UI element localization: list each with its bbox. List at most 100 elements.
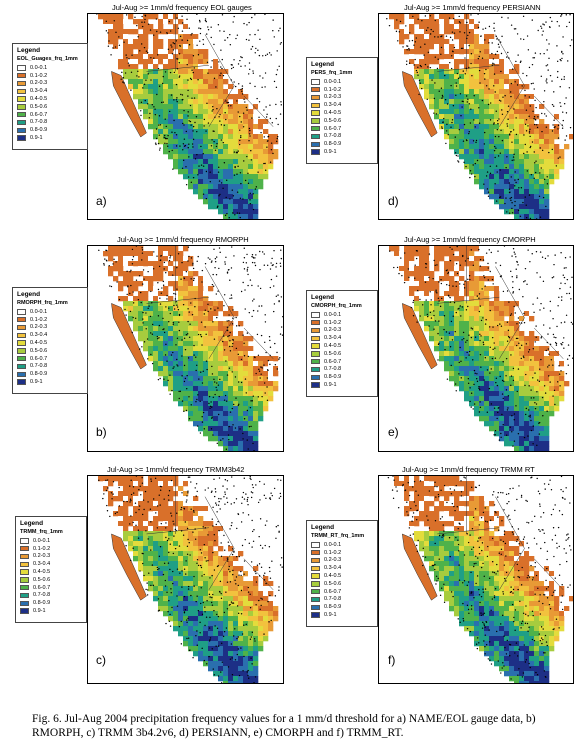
legend-label: 0.8-0.9 <box>324 374 342 381</box>
map-panel-c <box>87 475 284 684</box>
raster-cells <box>389 246 573 451</box>
legend-swatch <box>311 573 320 579</box>
legend-swatch <box>20 584 29 591</box>
legend-swatch <box>20 600 29 607</box>
legend-entry: 0.1-0.2 <box>311 549 373 557</box>
legend-entry: 0.1-0.2 <box>17 316 83 324</box>
legend-swatch <box>311 94 320 101</box>
legend-label: 0.7-0.8 <box>324 366 342 373</box>
precipitation-map-b <box>98 246 283 451</box>
legend-swatch <box>17 316 26 323</box>
legend-label: 0.7-0.8 <box>33 592 51 599</box>
legend-label: 0.6-0.7 <box>324 125 342 132</box>
gauge-stations <box>387 476 572 680</box>
panel-letter-d: d) <box>388 194 399 208</box>
legend-label: 0.8-0.9 <box>30 127 48 134</box>
legend-label: 0.9-1 <box>324 382 337 389</box>
legend-entry: 0.4-0.5 <box>311 572 373 580</box>
legend-entry: 0.2-0.3 <box>20 553 82 561</box>
legend-entry: 0.9-1 <box>311 148 373 156</box>
raster-cells <box>103 246 283 451</box>
baja-peninsula <box>111 70 147 138</box>
legend-label: 0.2-0.3 <box>33 553 51 560</box>
precipitation-map-f <box>387 476 573 683</box>
legend-entry: 0.0-0.1 <box>311 541 373 549</box>
legend-title: Legend <box>17 47 41 54</box>
state-boundaries <box>437 14 564 127</box>
legend-entry: 0.3-0.4 <box>20 560 82 568</box>
legend-swatch <box>17 340 26 346</box>
legend-b: Legend RMORPH_frq_1mm 0.0-0.1 0.1-0.2 0.2-… <box>12 287 88 394</box>
legend-entry: 0.5-0.6 <box>17 347 83 355</box>
legend-swatch <box>311 588 320 595</box>
gauge-stations <box>389 246 573 447</box>
legend-entry: 0.5-0.6 <box>311 580 373 588</box>
legend-swatch <box>311 557 320 564</box>
legend-title: Legend <box>311 524 335 531</box>
legend-entry: 0.1-0.2 <box>311 86 373 94</box>
legend-swatch <box>311 335 320 342</box>
legend-label: 0.0-0.1 <box>30 64 48 71</box>
legend-label: 0.1-0.2 <box>30 316 48 323</box>
legend-entry: 0.2-0.3 <box>311 94 373 102</box>
legend-entry: 0.0-0.1 <box>311 311 373 319</box>
baja-peninsula <box>111 302 147 370</box>
legend-entry: 0.6-0.7 <box>20 584 82 592</box>
legend-label: 0.1-0.2 <box>324 549 342 556</box>
legend-label: 0.8-0.9 <box>324 141 342 148</box>
legend-swatch <box>20 538 29 544</box>
legend-swatch <box>311 351 320 357</box>
state-boundaries <box>146 14 274 127</box>
baja-peninsula <box>111 533 147 601</box>
legend-entry: 0.4-0.5 <box>311 109 373 117</box>
legend-swatch <box>20 608 29 614</box>
legend-label: 0.6-0.7 <box>324 588 342 595</box>
precipitation-map-e <box>389 246 573 451</box>
legend-f: Legend TRMM_RT_frq_1mm 0.0-0.1 0.1-0.2 0.2… <box>306 520 378 627</box>
legend-swatch <box>17 88 26 95</box>
raster-cells <box>98 476 283 683</box>
legend-label: 0.8-0.9 <box>324 604 342 611</box>
state-boundaries <box>146 476 274 591</box>
legend-label: 0.0-0.1 <box>324 311 342 318</box>
legend-label: 0.3-0.4 <box>324 335 342 342</box>
legend-title: Legend <box>17 291 41 298</box>
legend-label: 0.2-0.3 <box>30 80 48 87</box>
legend-swatch <box>311 319 320 326</box>
legend-label: 0.3-0.4 <box>30 88 48 95</box>
legend-label: 0.9-1 <box>33 608 46 615</box>
legend-swatch <box>311 141 320 148</box>
legend-entry: 0.9-1 <box>17 378 83 386</box>
legend-label: 0.9-1 <box>324 612 337 619</box>
legend-label: 0.6-0.7 <box>30 111 48 118</box>
legend-label: 0.3-0.4 <box>33 561 51 568</box>
legend-label: 0.0-0.1 <box>30 308 48 315</box>
baja-peninsula <box>401 533 438 601</box>
legend-entry: 0.3-0.4 <box>17 331 83 339</box>
legend-e: Legend CMORPH_frq_1mm 0.0-0.1 0.1-0.2 0.2-… <box>306 290 378 397</box>
legend-swatch <box>17 309 26 315</box>
legend-label: 0.7-0.8 <box>324 133 342 140</box>
legend-swatch <box>311 366 320 373</box>
legend-swatch <box>17 65 26 71</box>
gauge-stations <box>98 246 283 451</box>
legend-title: Legend <box>311 61 335 68</box>
legend-swatch <box>17 111 26 118</box>
legend-field-name: TRMM_RT_frq_1mm <box>311 533 365 539</box>
legend-label: 0.6-0.7 <box>33 584 51 591</box>
legend-entry: 0.1-0.2 <box>20 545 82 553</box>
legend-swatch <box>311 312 320 318</box>
raster-cells <box>389 14 573 219</box>
legend-entry: 0.0-0.1 <box>17 308 83 316</box>
legend-entry: 0.9-1 <box>311 381 373 389</box>
legend-label: 0.7-0.8 <box>30 363 48 370</box>
legend-entry: 0.4-0.5 <box>17 95 83 103</box>
legend-swatch <box>311 549 320 556</box>
legend-entry: 0.9-1 <box>20 607 82 615</box>
legend-swatch <box>311 581 320 587</box>
baja-peninsula <box>401 70 438 138</box>
legend-swatch <box>311 133 320 140</box>
legend-entry: 0.0-0.1 <box>17 64 83 72</box>
gauge-stations <box>98 476 283 683</box>
legend-swatch <box>17 72 26 79</box>
